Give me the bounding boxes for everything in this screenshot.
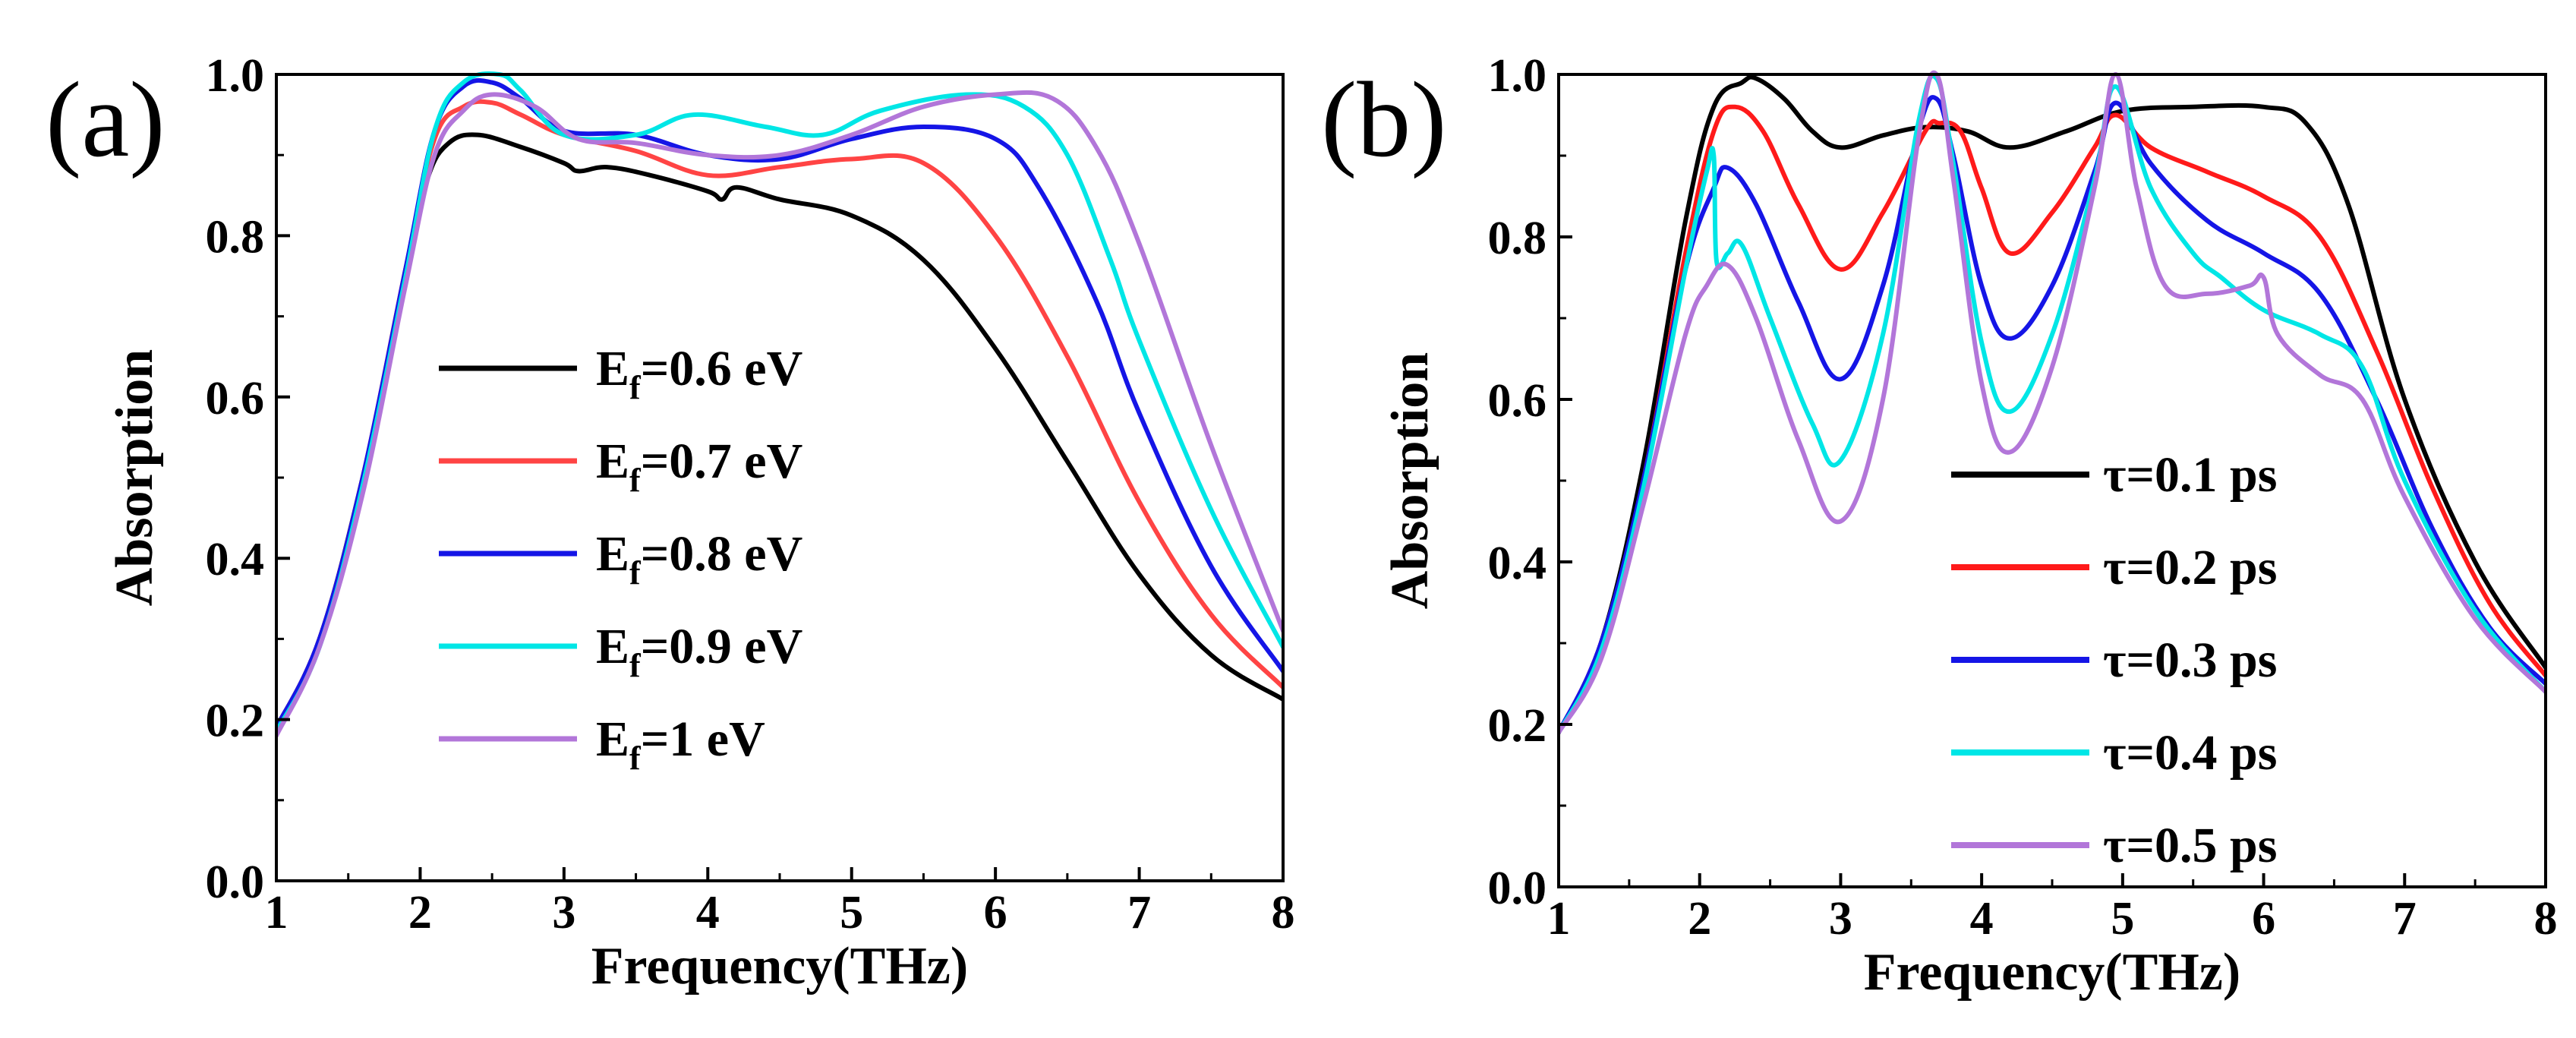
y-axis-title: Absorption	[106, 349, 164, 606]
legend-label-rest: =1 eV	[641, 711, 765, 767]
x-tick-label: 4	[1970, 893, 1994, 945]
series-group	[1559, 70, 2546, 735]
legend-label-sub: f	[629, 740, 642, 777]
x-tick-label: 1	[1547, 893, 1571, 945]
legend-label-rest: =0.8 eV	[641, 526, 803, 582]
y-tick-label: 0.8	[1488, 213, 1547, 264]
legend-label-sub: f	[629, 462, 642, 499]
legend-label: Ef=0.8 eV	[596, 526, 802, 592]
legend-label: τ=0.1 ps	[2103, 447, 2277, 503]
x-tick-label: 3	[1829, 893, 1852, 945]
series-group	[276, 71, 1283, 738]
legend-label-main: E	[596, 341, 629, 396]
legend-label: Ef=0.9 eV	[596, 619, 802, 684]
legend-label-main: τ=0.3 ps	[2103, 633, 2277, 688]
x-tick-label: 7	[2393, 893, 2417, 945]
x-tick-label: 5	[840, 887, 863, 939]
y-tick-label: 0.0	[1488, 863, 1547, 914]
y-tick-label: 0.2	[206, 696, 265, 747]
y-tick-label: 1.0	[1488, 50, 1547, 102]
x-tick-label: 1	[265, 887, 288, 939]
legend-label: τ=0.2 ps	[2103, 540, 2277, 595]
legend-label: Ef=0.7 eV	[596, 434, 802, 499]
legend-label-main: τ=0.1 ps	[2103, 447, 2277, 503]
y-tick-label: 0.4	[206, 534, 265, 585]
x-tick-label: 3	[552, 887, 575, 939]
legend-label-main: τ=0.4 ps	[2103, 725, 2277, 781]
legend-label-main: E	[596, 526, 629, 582]
panel-label: (b)	[1321, 59, 1447, 179]
x-axis-title: Frequency(THz)	[591, 937, 968, 995]
x-tick-label: 2	[408, 887, 432, 939]
legend-label-main: τ=0.5 ps	[2103, 818, 2277, 873]
legend-label-sub: f	[629, 554, 642, 592]
legend-label: τ=0.5 ps	[2103, 818, 2277, 873]
x-tick-label: 8	[2534, 893, 2558, 945]
legend-label-main: E	[596, 619, 629, 674]
series-line-3	[1559, 95, 2546, 735]
legend-label-rest: =0.6 eV	[641, 341, 803, 396]
series-line-5	[276, 90, 1283, 738]
series-line-2	[1559, 104, 2546, 735]
legend-label: Ef=1 eV	[596, 711, 765, 777]
x-axis-title: Frequency(THz)	[1864, 943, 2240, 1002]
legend-label-rest: =0.9 eV	[641, 619, 803, 674]
legend-label-rest: =0.7 eV	[641, 434, 803, 489]
x-tick-label: 4	[696, 887, 720, 939]
series-line-1	[1559, 74, 2546, 735]
legend: τ=0.1 ps τ=0.2 ps τ=0.3 ps τ=0.4 ps τ=0.5 ps	[1951, 447, 2277, 873]
panel-b-chart: 1 2 3 4 5 6 7 8 0.0 0.2 0.4 0.6 0.8 1.0 Frequency(THz)…	[1321, 50, 2558, 1002]
legend-label: Ef=0.6 eV	[596, 341, 802, 406]
x-tick-label: 7	[1127, 887, 1151, 939]
y-tick-label: 0.8	[206, 211, 265, 263]
panel-a-chart: 1 2 3 4 5 6 7 8 0.0 0.2 0.4 0.6 0.8 1.0 Frequency(THz)…	[46, 50, 1295, 995]
x-tick-label: 6	[2252, 893, 2275, 945]
legend-label-main: τ=0.2 ps	[2103, 540, 2277, 595]
x-tick-label: 2	[1688, 893, 1711, 945]
legend-label-main: E	[596, 434, 629, 489]
y-tick-label: 1.0	[206, 50, 265, 102]
legend-label: τ=0.3 ps	[2103, 633, 2277, 688]
panel-label: (a)	[46, 59, 166, 179]
x-tick-label: 8	[1272, 887, 1295, 939]
legend-label-main: E	[596, 711, 629, 767]
x-tick-label: 5	[2111, 893, 2134, 945]
y-tick-label: 0.0	[206, 857, 265, 908]
legend-label-sub: f	[629, 369, 642, 406]
y-tick-label: 0.6	[1488, 375, 1547, 427]
x-tick-label: 6	[984, 887, 1007, 939]
legend-label-sub: f	[629, 647, 642, 684]
y-tick-label: 0.4	[1488, 538, 1547, 589]
y-axis-title: Absorption	[1381, 352, 1439, 609]
y-tick-label: 0.2	[1488, 700, 1547, 752]
series-line-5	[1559, 70, 2546, 735]
y-tick-label: 0.6	[206, 373, 265, 424]
legend-label: τ=0.4 ps	[2103, 725, 2277, 781]
